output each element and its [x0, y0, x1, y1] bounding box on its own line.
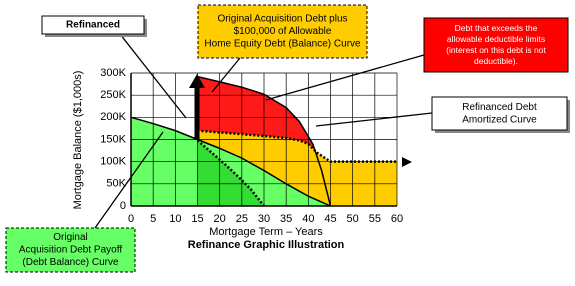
x-tick-label: 40 — [302, 213, 314, 225]
annotation-text: Home Equity Debt (Balance) Curve — [204, 39, 361, 50]
x-tick-label: 15 — [191, 213, 203, 225]
y-tick-label: 200K — [100, 111, 126, 123]
y-tick-label: 50K — [106, 178, 126, 190]
annotation-text: (interest on this debt is not — [446, 45, 546, 55]
chart-title: Refinance Graphic Illustration — [188, 239, 345, 251]
x-tick-label: 55 — [369, 213, 381, 225]
y-tick-label: 300K — [100, 67, 126, 79]
annotation-text: $100,000 of Allowable — [234, 26, 332, 37]
annotation-text: deductible). — [474, 56, 518, 66]
annotation-box — [197, 4, 368, 59]
annotation-text: Refinanced Debt — [462, 102, 537, 113]
x-tick-label: 10 — [169, 213, 181, 225]
y-axis-label: Mortgage Balance ($1,000s) — [72, 71, 84, 210]
refinance-arrowhead — [189, 74, 205, 88]
annotation-text: Original — [53, 232, 87, 243]
dotted-arrowhead — [402, 157, 412, 167]
annotation-text: Acquisition Debt Payoff — [19, 245, 122, 256]
annotation-text: Debt that exceeds the — [455, 23, 538, 33]
x-tick-label: 45 — [324, 213, 336, 225]
curve — [196, 139, 265, 207]
annotation-box — [423, 17, 569, 73]
annotation-text: Amortized Curve — [462, 114, 537, 125]
curve — [130, 116, 331, 207]
x-tick-label: 50 — [347, 213, 359, 225]
annotation-box — [41, 15, 145, 35]
annotation-text: Original Acquisition Debt plus — [217, 14, 347, 25]
y-tick-label: 150K — [100, 133, 126, 145]
annotation-text: Refinanced — [66, 20, 120, 31]
curve — [197, 75, 332, 207]
lines — [130, 75, 397, 207]
x-tick-label: 30 — [258, 213, 270, 225]
annotations: Refinanced Original Acquisition Debt plus… — [5, 4, 570, 273]
x-tick-label: 20 — [214, 213, 226, 225]
y-tick-label: 250K — [100, 89, 126, 101]
x-tick-label: 60 — [391, 213, 403, 225]
annotation-text: allowable deductible limits — [447, 34, 545, 44]
annotation-box — [5, 227, 136, 273]
x-tick-label: 5 — [150, 213, 156, 225]
annotation-text: (Debt Balance) Curve — [22, 257, 119, 268]
area — [197, 140, 264, 206]
y-tick-label: 100K — [100, 156, 126, 168]
y-tick-label: 0 — [120, 200, 126, 212]
x-tick-label: 0 — [128, 213, 134, 225]
x-tick-label: 25 — [236, 213, 248, 225]
x-tick-label: 35 — [280, 213, 292, 225]
curve — [197, 129, 397, 163]
annotation-box — [431, 96, 568, 131]
x-axis-label: Mortgage Term – Years — [209, 226, 323, 238]
pointers — [94, 33, 433, 229]
